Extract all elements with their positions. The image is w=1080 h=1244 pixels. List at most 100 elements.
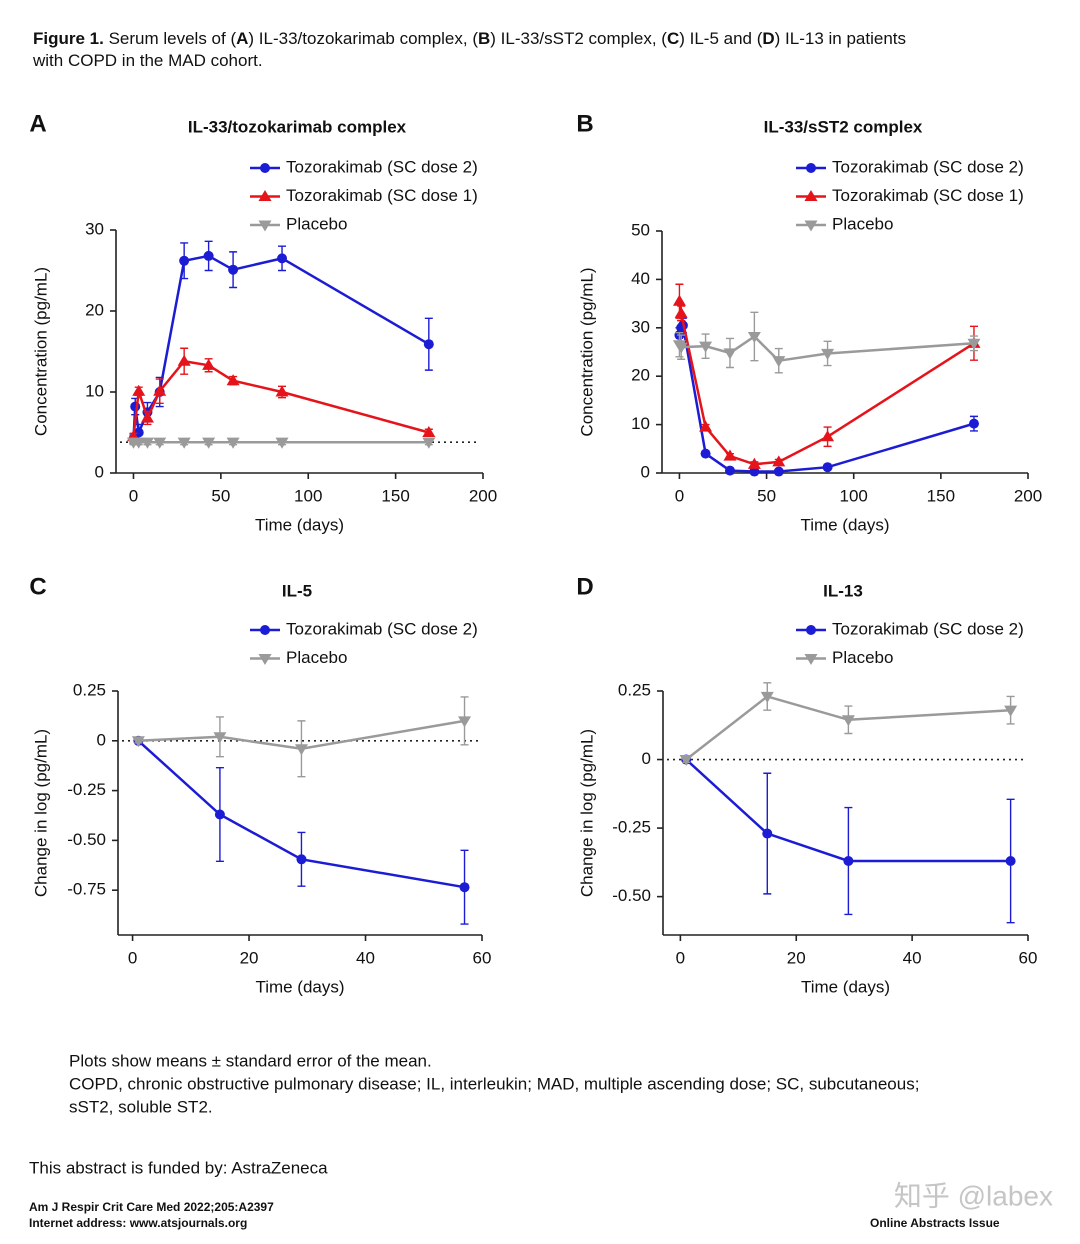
- x-axis-label: Time (days): [801, 977, 890, 996]
- marker: [760, 691, 774, 703]
- marker: [747, 457, 761, 469]
- x-tick-label: 100: [840, 486, 868, 505]
- panel-label: B: [576, 110, 593, 137]
- x-tick-label: 0: [129, 486, 138, 505]
- marker: [153, 437, 167, 449]
- y-tick-label: 20: [631, 366, 650, 385]
- marker: [202, 437, 216, 449]
- marker: [275, 437, 289, 449]
- y-tick-label: 0.25: [618, 680, 651, 699]
- note: Plots show means ± standard error of the…: [69, 1051, 432, 1070]
- y-tick-label: 10: [631, 414, 650, 433]
- series-line: [685, 695, 1011, 761]
- legend-marker: [806, 163, 816, 173]
- chart-title: IL-13: [823, 581, 863, 600]
- legend-marker: [804, 653, 818, 665]
- caption-segment: ) IL-33/tozokarimab complex, (: [248, 29, 478, 48]
- marker: [1004, 705, 1018, 717]
- marker: [213, 732, 227, 744]
- y-tick-label: 50: [631, 220, 650, 239]
- y-tick-label: 40: [631, 269, 650, 288]
- marker: [153, 384, 167, 396]
- marker: [228, 264, 239, 275]
- marker: [459, 882, 470, 893]
- x-tick-label: 0: [675, 486, 684, 505]
- legend-label: Tozorakimab (SC dose 2): [286, 619, 478, 638]
- series-line: [678, 301, 975, 466]
- marker: [843, 855, 854, 866]
- y-tick-label: -0.75: [67, 880, 106, 899]
- y-axis-label: Concentration (pg/mL): [31, 267, 50, 436]
- marker: [841, 715, 855, 727]
- chart-title: IL-5: [282, 581, 312, 600]
- marker: [422, 437, 436, 449]
- x-tick-label: 50: [211, 486, 230, 505]
- watermark: 知乎 @labex: [894, 1180, 1053, 1211]
- caption-segment: B: [478, 29, 490, 48]
- marker: [130, 401, 141, 412]
- marker: [296, 854, 307, 865]
- marker: [131, 736, 145, 748]
- marker: [749, 466, 760, 477]
- x-tick-label: 60: [1019, 948, 1038, 967]
- caption-segment: ) IL-13 in patients: [775, 29, 906, 48]
- marker: [202, 358, 216, 370]
- marker: [822, 462, 833, 473]
- caption-line: with COPD in the MAD cohort.: [32, 51, 263, 70]
- x-tick-label: 20: [240, 948, 259, 967]
- x-axis-label: Time (days): [255, 977, 344, 996]
- panel-label: A: [29, 110, 46, 137]
- funding: This abstract is funded by: AstraZeneca: [29, 1158, 328, 1177]
- series-line: [137, 739, 465, 889]
- legend-label: Placebo: [286, 648, 347, 667]
- chart-title: IL-33/sST2 complex: [764, 117, 923, 136]
- x-tick-label: 0: [676, 948, 685, 967]
- x-tick-label: 150: [927, 486, 955, 505]
- marker: [821, 348, 835, 360]
- marker: [699, 341, 713, 353]
- series-line: [132, 359, 430, 437]
- x-tick-label: 200: [1014, 486, 1042, 505]
- marker: [423, 339, 434, 350]
- marker: [275, 385, 289, 397]
- note: COPD, chronic obstructive pulmonary dise…: [69, 1074, 919, 1093]
- marker: [747, 331, 761, 344]
- x-tick-label: 60: [473, 948, 492, 967]
- marker: [294, 744, 308, 756]
- caption-segment: with COPD in the MAD cohort.: [32, 51, 263, 70]
- marker: [723, 348, 737, 360]
- series-line: [138, 719, 465, 751]
- caption-segment: Figure 1.: [33, 29, 104, 48]
- marker: [203, 250, 214, 261]
- caption-segment: D: [762, 29, 774, 48]
- marker: [699, 420, 713, 432]
- issue: Online Abstracts Issue: [870, 1216, 1000, 1230]
- x-tick-label: 50: [757, 486, 776, 505]
- marker: [968, 418, 979, 429]
- marker: [724, 465, 735, 476]
- chart-title: IL-33/tozokarimab complex: [188, 117, 407, 136]
- marker: [762, 828, 773, 839]
- y-tick-label: -0.25: [67, 780, 106, 799]
- legend-label: Tozorakimab (SC dose 1): [286, 186, 478, 205]
- y-tick-label: 30: [631, 317, 650, 336]
- journal: Am J Respir Crit Care Med 2022;205:A2397: [29, 1200, 274, 1214]
- legend-marker: [258, 653, 272, 665]
- marker: [132, 437, 146, 449]
- legend-label: Tozorakimab (SC dose 1): [832, 186, 1024, 205]
- marker: [772, 455, 786, 467]
- legend-marker: [804, 190, 818, 202]
- y-tick-label: 0: [642, 749, 651, 768]
- x-tick-label: 150: [381, 486, 409, 505]
- marker: [179, 255, 190, 266]
- legend-label: Placebo: [832, 214, 893, 233]
- caption-segment: ) IL-5 and (: [679, 29, 762, 48]
- x-tick-label: 0: [128, 948, 137, 967]
- y-tick-label: 10: [85, 381, 104, 400]
- legend-label: Placebo: [286, 214, 347, 233]
- marker: [226, 437, 240, 449]
- y-tick-label: 0: [97, 730, 106, 749]
- x-tick-label: 100: [294, 486, 322, 505]
- legend-marker: [258, 190, 272, 202]
